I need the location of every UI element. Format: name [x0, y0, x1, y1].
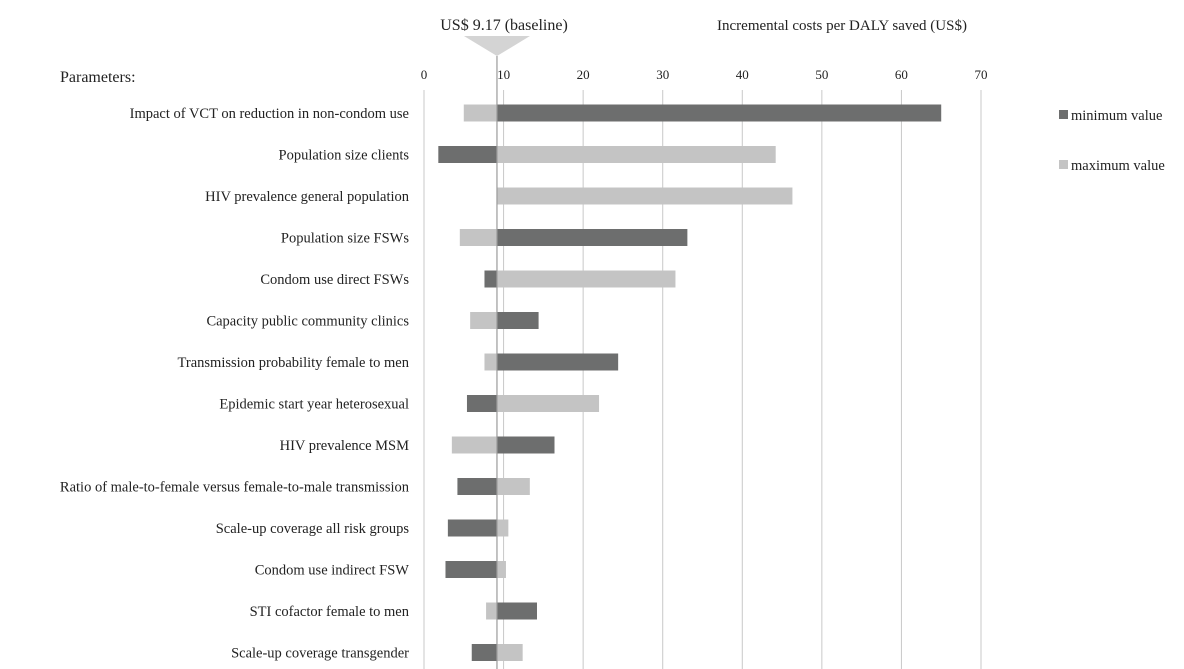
x-tick-label: 70	[975, 67, 988, 82]
bar-maximum-value	[451, 436, 497, 454]
category-label: Condom use indirect FSW	[255, 563, 410, 579]
x-tick-label: 20	[577, 67, 590, 82]
x-tick-label: 60	[895, 67, 908, 82]
bar-minimum-value	[496, 312, 539, 329]
bar-minimum-value	[447, 519, 497, 537]
bar-maximum-value	[496, 187, 793, 205]
bar-maximum-value	[496, 146, 776, 163]
category-label: Ratio of male-to-female versus female-to…	[60, 480, 410, 496]
category-label: Impact of VCT on reduction in non-condom…	[130, 106, 409, 122]
bar-maximum-value	[496, 395, 600, 412]
bar-minimum-value	[484, 270, 497, 288]
y-axis-label: Parameters:	[60, 69, 136, 86]
category-labels: Impact of VCT on reduction in non-condom…	[60, 106, 410, 662]
bar-maximum-value	[459, 229, 497, 246]
bar-maximum-value	[496, 270, 676, 288]
bar-minimum-value	[445, 561, 497, 578]
bar-minimum-value	[471, 644, 497, 661]
bar-minimum-value	[438, 146, 497, 163]
bar-maximum-value	[496, 519, 509, 537]
bar-minimum-value	[496, 229, 688, 246]
x-tick-label: 10	[497, 67, 510, 82]
category-label: STI cofactor female to men	[250, 604, 410, 620]
category-label: Scale-up coverage all risk groups	[216, 521, 410, 537]
chart-title: Incremental costs per DALY saved (US$)	[717, 18, 967, 34]
legend-swatch-minimum	[1059, 110, 1068, 119]
legend: minimum value maximum value	[1059, 108, 1165, 174]
x-axis-ticks: 0 10 20 30 40 50 60 70	[421, 67, 988, 82]
baseline-label: US$ 9.17 (baseline)	[440, 17, 568, 34]
bar-minimum-value	[457, 478, 497, 495]
category-label: HIV prevalence general population	[205, 189, 410, 205]
category-label: Capacity public community clinics	[206, 314, 409, 330]
legend-label-minimum: minimum value	[1071, 108, 1162, 124]
category-label: HIV prevalence MSM	[280, 438, 410, 454]
category-label: Population size FSWs	[281, 231, 409, 247]
category-label: Scale-up coverage transgender	[231, 646, 409, 662]
bar-maximum-value	[484, 353, 497, 371]
category-label: Epidemic start year heterosexual	[219, 397, 409, 413]
bar-minimum-value	[496, 436, 555, 454]
bar-minimum-value	[496, 104, 942, 122]
x-tick-label: 40	[736, 67, 749, 82]
bar-minimum-value	[496, 602, 537, 620]
bar-maximum-value	[463, 104, 497, 122]
legend-label-maximum: maximum value	[1071, 158, 1165, 174]
bar-maximum-value	[496, 478, 530, 495]
bar-maximum-value	[496, 561, 506, 578]
bars	[438, 104, 942, 661]
bar-maximum-value	[496, 644, 523, 661]
bar-maximum-value	[470, 312, 497, 329]
legend-swatch-maximum	[1059, 160, 1068, 169]
gridlines	[423, 90, 982, 669]
bar-maximum-value	[486, 602, 497, 620]
bar-minimum-value	[496, 353, 619, 371]
x-tick-label: 0	[421, 67, 428, 82]
bar-minimum-value	[466, 395, 497, 412]
category-label: Transmission probability female to men	[178, 355, 410, 371]
x-tick-label: 50	[815, 67, 828, 82]
baseline-arrow-icon	[463, 36, 530, 56]
category-label: Condom use direct FSWs	[260, 272, 409, 288]
category-label: Population size clients	[279, 148, 410, 164]
x-tick-label: 30	[656, 67, 669, 82]
